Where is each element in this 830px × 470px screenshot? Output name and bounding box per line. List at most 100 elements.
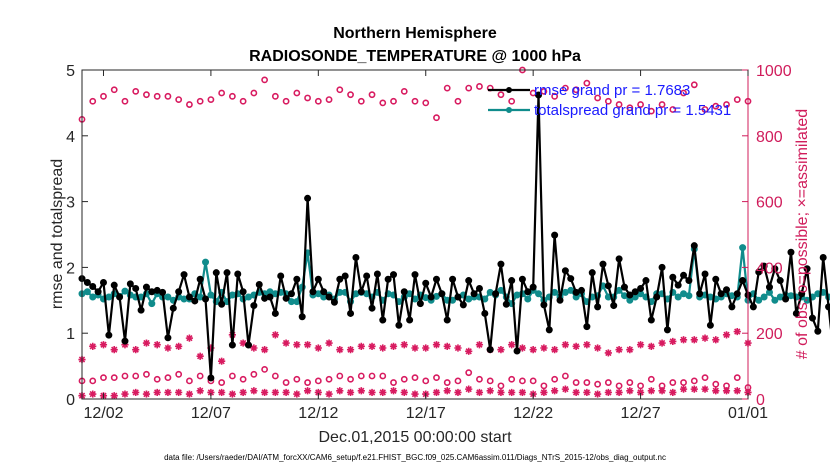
obs-possible-point <box>132 87 140 95</box>
obs-possible-point <box>347 375 354 383</box>
rmse-point <box>245 341 252 349</box>
rmse-point <box>653 293 661 301</box>
rmse-point <box>212 269 220 277</box>
obs-assimilated-point <box>282 388 290 397</box>
obs-assimilated-point <box>271 388 279 397</box>
obs-assimilated-point <box>325 339 333 347</box>
rmse-point <box>142 283 150 291</box>
obs-assimilated-point <box>733 387 741 395</box>
rmse-point <box>330 298 338 306</box>
rmse-point <box>486 346 494 354</box>
obs-assimilated-point <box>475 341 484 349</box>
obs-assimilated-point <box>615 346 623 354</box>
rmse-point <box>819 254 827 262</box>
obs-assimilated-point <box>153 341 161 349</box>
obs-assimilated-point <box>250 344 258 352</box>
rmse-point <box>347 309 355 317</box>
obs-possible-point <box>733 96 741 104</box>
obs-assimilated-point <box>679 385 688 393</box>
obs-possible-point <box>239 97 247 105</box>
obs-assimilated-point <box>701 385 709 393</box>
totalspread-point <box>535 290 543 298</box>
obs-possible-point <box>100 374 107 382</box>
obs-possible-point <box>443 84 451 92</box>
rmse-point <box>132 284 140 292</box>
rmse-point <box>588 269 596 277</box>
rmse-point <box>390 271 398 279</box>
rmse-point <box>696 290 704 298</box>
rmse-point <box>357 288 365 296</box>
obs-assimilated-point <box>508 388 516 397</box>
obs-assimilated-point <box>207 344 215 352</box>
rmse-point <box>610 302 618 310</box>
obs-assimilated-point <box>314 388 322 397</box>
obs-assimilated-point <box>540 344 548 352</box>
obs-assimilated-point <box>218 388 226 397</box>
obs-possible-point <box>218 89 226 97</box>
obs-assimilated-point <box>121 341 129 349</box>
rmse-point <box>814 327 822 335</box>
rmse-point <box>314 275 322 283</box>
rmse-point <box>255 281 263 289</box>
obs-assimilated-point <box>121 390 129 398</box>
rmse-point <box>250 302 258 310</box>
rmse-point <box>298 313 306 321</box>
rmse-point <box>578 286 585 294</box>
obs-possible-point <box>110 374 118 382</box>
obs-assimilated-point <box>583 388 591 397</box>
obs-possible-point <box>175 370 183 378</box>
rmse-point <box>669 273 677 281</box>
obs-assimilated-point <box>185 390 194 398</box>
right-y-tick-label: 600 <box>756 195 783 212</box>
rmse-point <box>631 288 639 296</box>
rmse-point <box>470 290 478 298</box>
obs-assimilated-point <box>626 387 634 395</box>
obs-possible-point <box>433 114 440 122</box>
obs-possible-point <box>357 97 365 105</box>
obs-possible-point <box>153 92 161 100</box>
obs-possible-point <box>647 107 655 115</box>
rmse-point <box>513 347 521 355</box>
rmse-point <box>739 277 747 285</box>
obs-assimilated-point <box>690 385 698 393</box>
rmse-point <box>792 309 800 317</box>
obs-assimilated-point <box>658 387 666 395</box>
left-y-tick-label: 2 <box>66 260 75 277</box>
rmse-point <box>765 283 773 291</box>
obs-possible-point <box>228 372 236 380</box>
obs-possible-point <box>669 379 677 386</box>
obs-assimilated-point <box>325 390 333 398</box>
obs-assimilated-point <box>561 341 569 349</box>
rmse-point <box>422 279 430 287</box>
obs-assimilated-point <box>110 346 118 354</box>
rmse-point <box>99 279 107 287</box>
rmse-point <box>787 248 795 256</box>
obs-assimilated-point <box>228 390 236 398</box>
rmse-point <box>411 271 419 279</box>
legend-rmse-label: rmse grand pr = 1.7683 <box>534 82 690 99</box>
obs-possible-point <box>282 97 290 105</box>
obs-assimilated-point <box>142 390 151 398</box>
rmse-point <box>599 260 607 268</box>
obs-assimilated-point <box>669 388 677 397</box>
obs-possible-point <box>271 372 279 380</box>
rmse-point <box>674 281 682 289</box>
obs-possible-point <box>121 372 129 380</box>
obs-assimilated-point <box>400 341 408 349</box>
rmse-point <box>556 296 564 304</box>
obs-possible-point <box>175 96 183 104</box>
obs-possible-point <box>454 377 462 385</box>
rmse-point <box>620 283 628 291</box>
obs-possible-point <box>497 382 505 390</box>
left-y-tick-label: 0 <box>66 392 75 409</box>
left-y-axis: 0 1 2 3 4 5 <box>66 63 88 409</box>
rmse-point <box>637 284 645 292</box>
totalspread-point <box>755 296 763 304</box>
x-tick-label: 12/07 <box>191 405 231 422</box>
obs-possible-point <box>314 377 322 385</box>
obs-assimilated-point <box>540 388 548 397</box>
obs-possible-point <box>186 101 193 108</box>
obs-assimilated-point <box>626 346 634 354</box>
obs-possible-point <box>89 97 97 105</box>
obs-possible-point <box>540 87 548 95</box>
